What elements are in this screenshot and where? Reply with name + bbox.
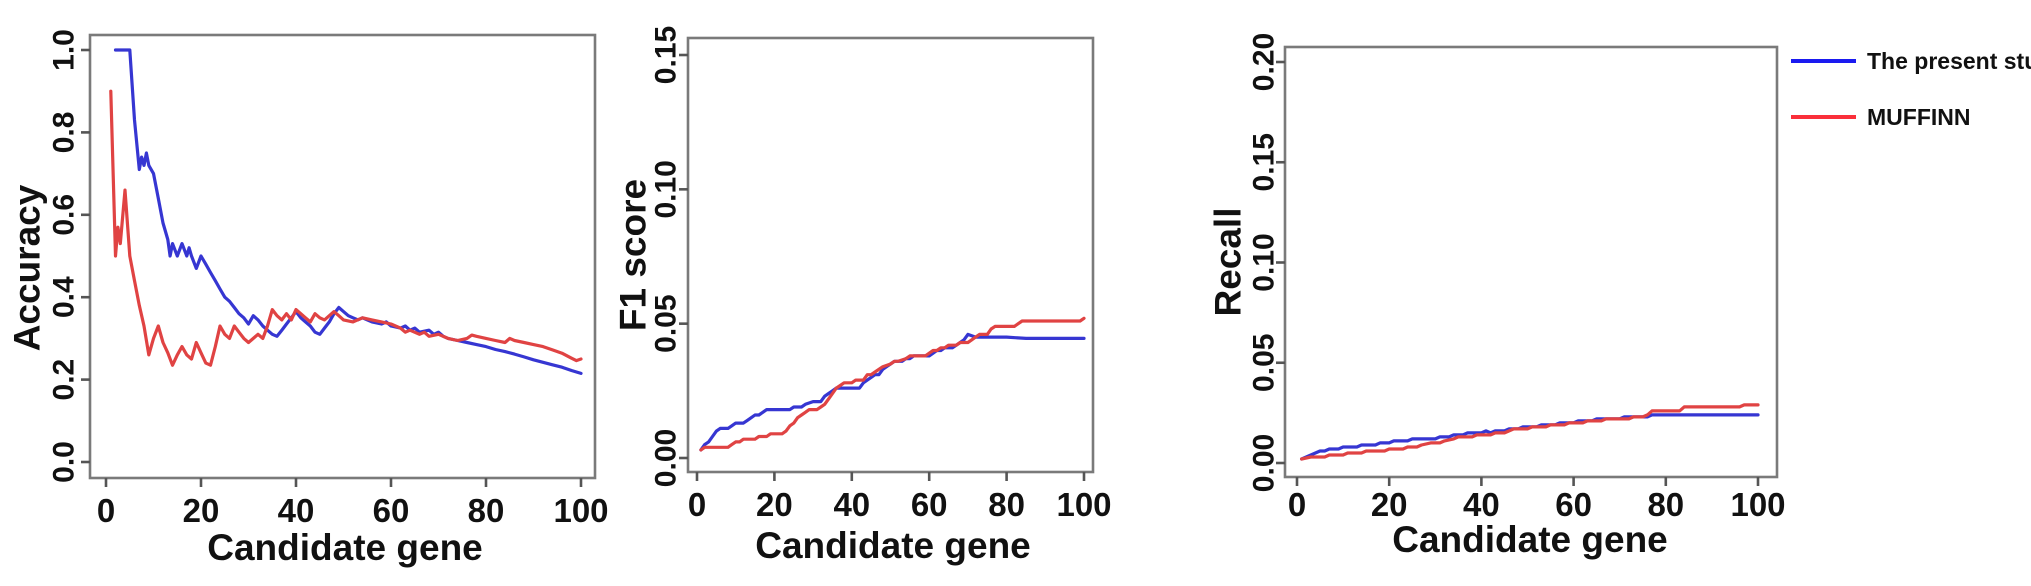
x-tick-label: 100 — [1056, 486, 1111, 523]
plot-box — [88, 33, 597, 480]
x-tick-label: 0 — [97, 492, 115, 529]
series-line-muffinn — [1299, 403, 1760, 461]
y-tick-label: 0.6 — [48, 194, 81, 236]
x-tick-label: 60 — [1555, 486, 1592, 523]
series-line-the-present-study — [1299, 413, 1760, 461]
x-tick-label: 80 — [1647, 486, 1684, 523]
y-tick-label: 0.20 — [1248, 33, 1281, 91]
x-tick-label: 60 — [911, 486, 948, 523]
x-tick-label: 100 — [1730, 486, 1785, 523]
y-axis-title: F1 score — [613, 179, 654, 331]
x-tick-label: 0 — [1288, 486, 1306, 523]
series-line-the-present-study — [699, 332, 1086, 452]
y-tick-label: 0.10 — [1248, 233, 1281, 291]
x-tick-label: 80 — [468, 492, 505, 529]
x-axis-title: Candidate gene — [755, 525, 1031, 566]
y-tick-label: 0.00 — [650, 429, 683, 487]
y-tick-label: 0.00 — [1248, 434, 1281, 492]
x-tick-label: 40 — [833, 486, 870, 523]
y-tick-label: 0.15 — [1248, 133, 1281, 191]
y-tick-label: 0.05 — [1248, 334, 1281, 392]
legend: The present study MUFFINN — [1791, 48, 2031, 130]
plot-box — [686, 36, 1095, 474]
y-tick-label: 1.0 — [48, 29, 81, 71]
x-tick-label: 0 — [688, 486, 706, 523]
series-line-muffinn — [109, 89, 583, 367]
series-line-muffinn — [699, 316, 1086, 452]
legend-label-present-study: The present study — [1867, 48, 2031, 74]
x-tick-label: 40 — [1463, 486, 1500, 523]
x-tick-label: 80 — [988, 486, 1025, 523]
x-axis-title: Candidate gene — [1392, 519, 1668, 560]
y-tick-label: 0.2 — [48, 359, 81, 401]
y-tick-label: 0.10 — [650, 160, 683, 218]
y-tick-label: 0.05 — [650, 294, 683, 352]
y-tick-label: 0.8 — [48, 112, 81, 154]
y-tick-label: 0.0 — [48, 441, 81, 483]
plot-box — [1283, 45, 1779, 479]
chart-accuracy: 0 20 40 60 80 100 0.0 0.2 0.4 0.6 0.8 1.0 Accuracy Ca… — [7, 29, 609, 568]
chart-f1-score: 0 20 40 60 80 100 0.00 0.05 0.10 0.15 F1 score Cand… — [613, 26, 1112, 566]
x-tick-label: 20 — [1371, 486, 1408, 523]
x-axis-title: Candidate gene — [207, 527, 483, 568]
legend-label-muffinn: MUFFINN — [1867, 104, 1970, 130]
x-tick-label: 40 — [278, 492, 315, 529]
x-tick-label: 20 — [183, 492, 220, 529]
x-tick-label: 20 — [756, 486, 793, 523]
chart-recall: 0 20 40 60 80 100 0.00 0.05 0.10 0.15 0.20 Recall Ca… — [1208, 33, 1786, 560]
y-axis-title: Accuracy — [7, 184, 48, 351]
y-tick-label: 0.4 — [48, 276, 81, 318]
series-line-the-present-study — [113, 48, 583, 375]
y-tick-label: 0.15 — [650, 26, 683, 84]
x-tick-label: 100 — [553, 492, 608, 529]
y-axis-title: Recall — [1208, 207, 1249, 316]
x-tick-label: 60 — [373, 492, 410, 529]
